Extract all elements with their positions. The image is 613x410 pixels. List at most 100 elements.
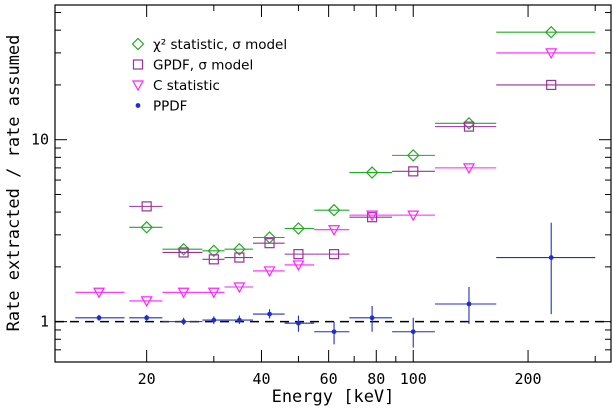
square-marker [328, 249, 340, 260]
data-point [129, 314, 163, 321]
triangle-marker [233, 282, 246, 294]
data-point [162, 317, 203, 325]
triangle-marker [545, 48, 558, 60]
data-point [349, 305, 393, 332]
triangle-marker [263, 266, 276, 278]
legend-label: χ² statistic, σ model [153, 37, 287, 53]
data-point [314, 321, 350, 345]
data-point [496, 48, 596, 60]
triangle-marker [292, 260, 305, 272]
legend-label: GPDF, σ model [153, 58, 253, 74]
data-point [496, 222, 596, 315]
legend-label: C statistic [153, 78, 220, 94]
data-point [284, 222, 315, 235]
data-point [252, 231, 285, 244]
data-point [162, 242, 203, 256]
dot-marker [96, 315, 102, 321]
data-point [75, 314, 125, 321]
series-1 [129, 79, 596, 265]
data-point [202, 244, 225, 258]
legend-item: PPDF [135, 99, 187, 115]
dot-marker [410, 329, 416, 335]
legend-item: χ² statistic, σ model [131, 37, 287, 53]
legend-item: C statistic [131, 78, 220, 94]
data-point [202, 316, 225, 325]
x-tick-label: 80 [367, 370, 385, 388]
square-marker [546, 79, 557, 91]
dot-marker [548, 255, 554, 260]
x-tick-label: 100 [400, 370, 427, 388]
square-marker [293, 249, 304, 260]
dot-marker [144, 315, 150, 321]
data-point [314, 203, 350, 217]
legend-item: GPDF, σ model [132, 58, 253, 74]
diamond-marker [462, 116, 476, 130]
diamond-marker [140, 220, 154, 234]
data-point [284, 249, 315, 260]
data-point [224, 242, 253, 256]
square-marker [132, 59, 144, 70]
diamond-marker [365, 166, 379, 179]
square-marker [408, 166, 419, 177]
data-point [314, 249, 350, 260]
triangle-marker [92, 287, 106, 299]
data-point [252, 309, 285, 319]
triangle-marker [207, 287, 220, 299]
data-point [392, 317, 435, 348]
square-marker [208, 254, 219, 265]
dot-marker [466, 301, 472, 307]
triangle-marker [366, 210, 379, 222]
data-point [392, 166, 435, 177]
x-tick-label: 20 [138, 370, 156, 388]
dot-marker [369, 315, 375, 321]
x-tick-label: 200 [515, 370, 542, 388]
y-tick-label: 10 [31, 131, 49, 149]
x-tick-label: 60 [320, 370, 338, 388]
data-point [349, 166, 393, 179]
data-point [202, 254, 225, 265]
data-point [75, 287, 125, 299]
square-marker [264, 238, 275, 249]
tick-labels: 20 40 60 80 100 200 1 10 [31, 131, 542, 388]
square-marker [463, 121, 475, 132]
diamond-marker [233, 242, 246, 256]
dot-marker [135, 103, 141, 108]
x-axis-label: Energy [keV] [272, 387, 395, 407]
data-series [75, 25, 596, 348]
square-marker [178, 247, 189, 258]
dot-marker [296, 320, 301, 326]
diamond-marker [207, 244, 221, 258]
data-point [224, 252, 253, 263]
data-point [284, 315, 315, 332]
dot-marker [236, 317, 242, 323]
triangle-marker [407, 210, 420, 222]
diamond-marker [327, 203, 341, 217]
dot-marker [267, 311, 272, 317]
data-point [434, 116, 497, 130]
data-point [202, 287, 225, 299]
data-point [496, 79, 596, 91]
series-2 [75, 48, 596, 308]
data-point [252, 266, 285, 278]
square-marker [141, 201, 152, 212]
legend: χ² statistic, σ model GPDF, σ model C stat… [131, 37, 287, 115]
triangle-marker [328, 225, 341, 236]
data-point [129, 201, 163, 212]
data-point [392, 149, 435, 162]
legend-label: PPDF [153, 99, 187, 115]
triangle-marker [140, 296, 153, 308]
triangle-marker [177, 287, 190, 299]
data-point [129, 296, 163, 308]
triangle-marker [462, 163, 475, 175]
plot-frame [54, 4, 612, 363]
data-point [392, 210, 435, 222]
diamond-marker [131, 37, 145, 51]
data-point [434, 163, 497, 175]
diamond-marker [406, 149, 420, 162]
dot-marker [331, 329, 337, 335]
diamond-marker [292, 222, 305, 235]
data-point [349, 210, 393, 222]
data-point [224, 282, 253, 294]
y-tick-label: 1 [40, 313, 49, 331]
